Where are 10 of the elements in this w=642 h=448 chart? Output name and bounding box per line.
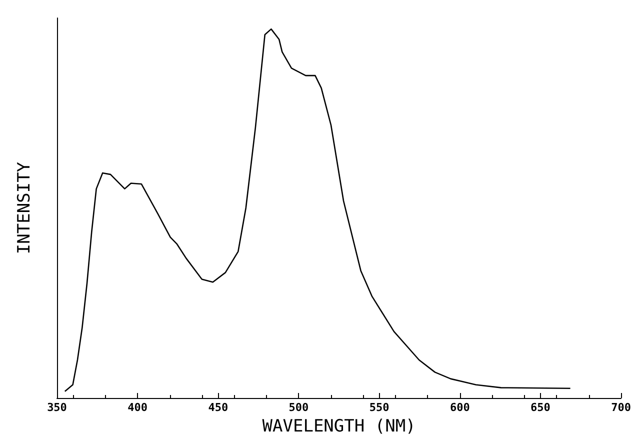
x-tick-label: 350 bbox=[47, 401, 67, 414]
x-tick-label: 650 bbox=[530, 401, 550, 414]
y-axis-title: INTENSITY bbox=[14, 162, 34, 254]
x-tick-label: 700 bbox=[611, 401, 632, 414]
x-axis-title: WAVELENGTH (NM) bbox=[262, 416, 416, 436]
x-tick-label: 500 bbox=[288, 401, 309, 414]
x-tick-label: 600 bbox=[450, 401, 470, 414]
x-tick-label: 550 bbox=[369, 401, 390, 414]
x-tick-label: 450 bbox=[208, 401, 228, 414]
x-tick-label: 400 bbox=[128, 401, 148, 414]
